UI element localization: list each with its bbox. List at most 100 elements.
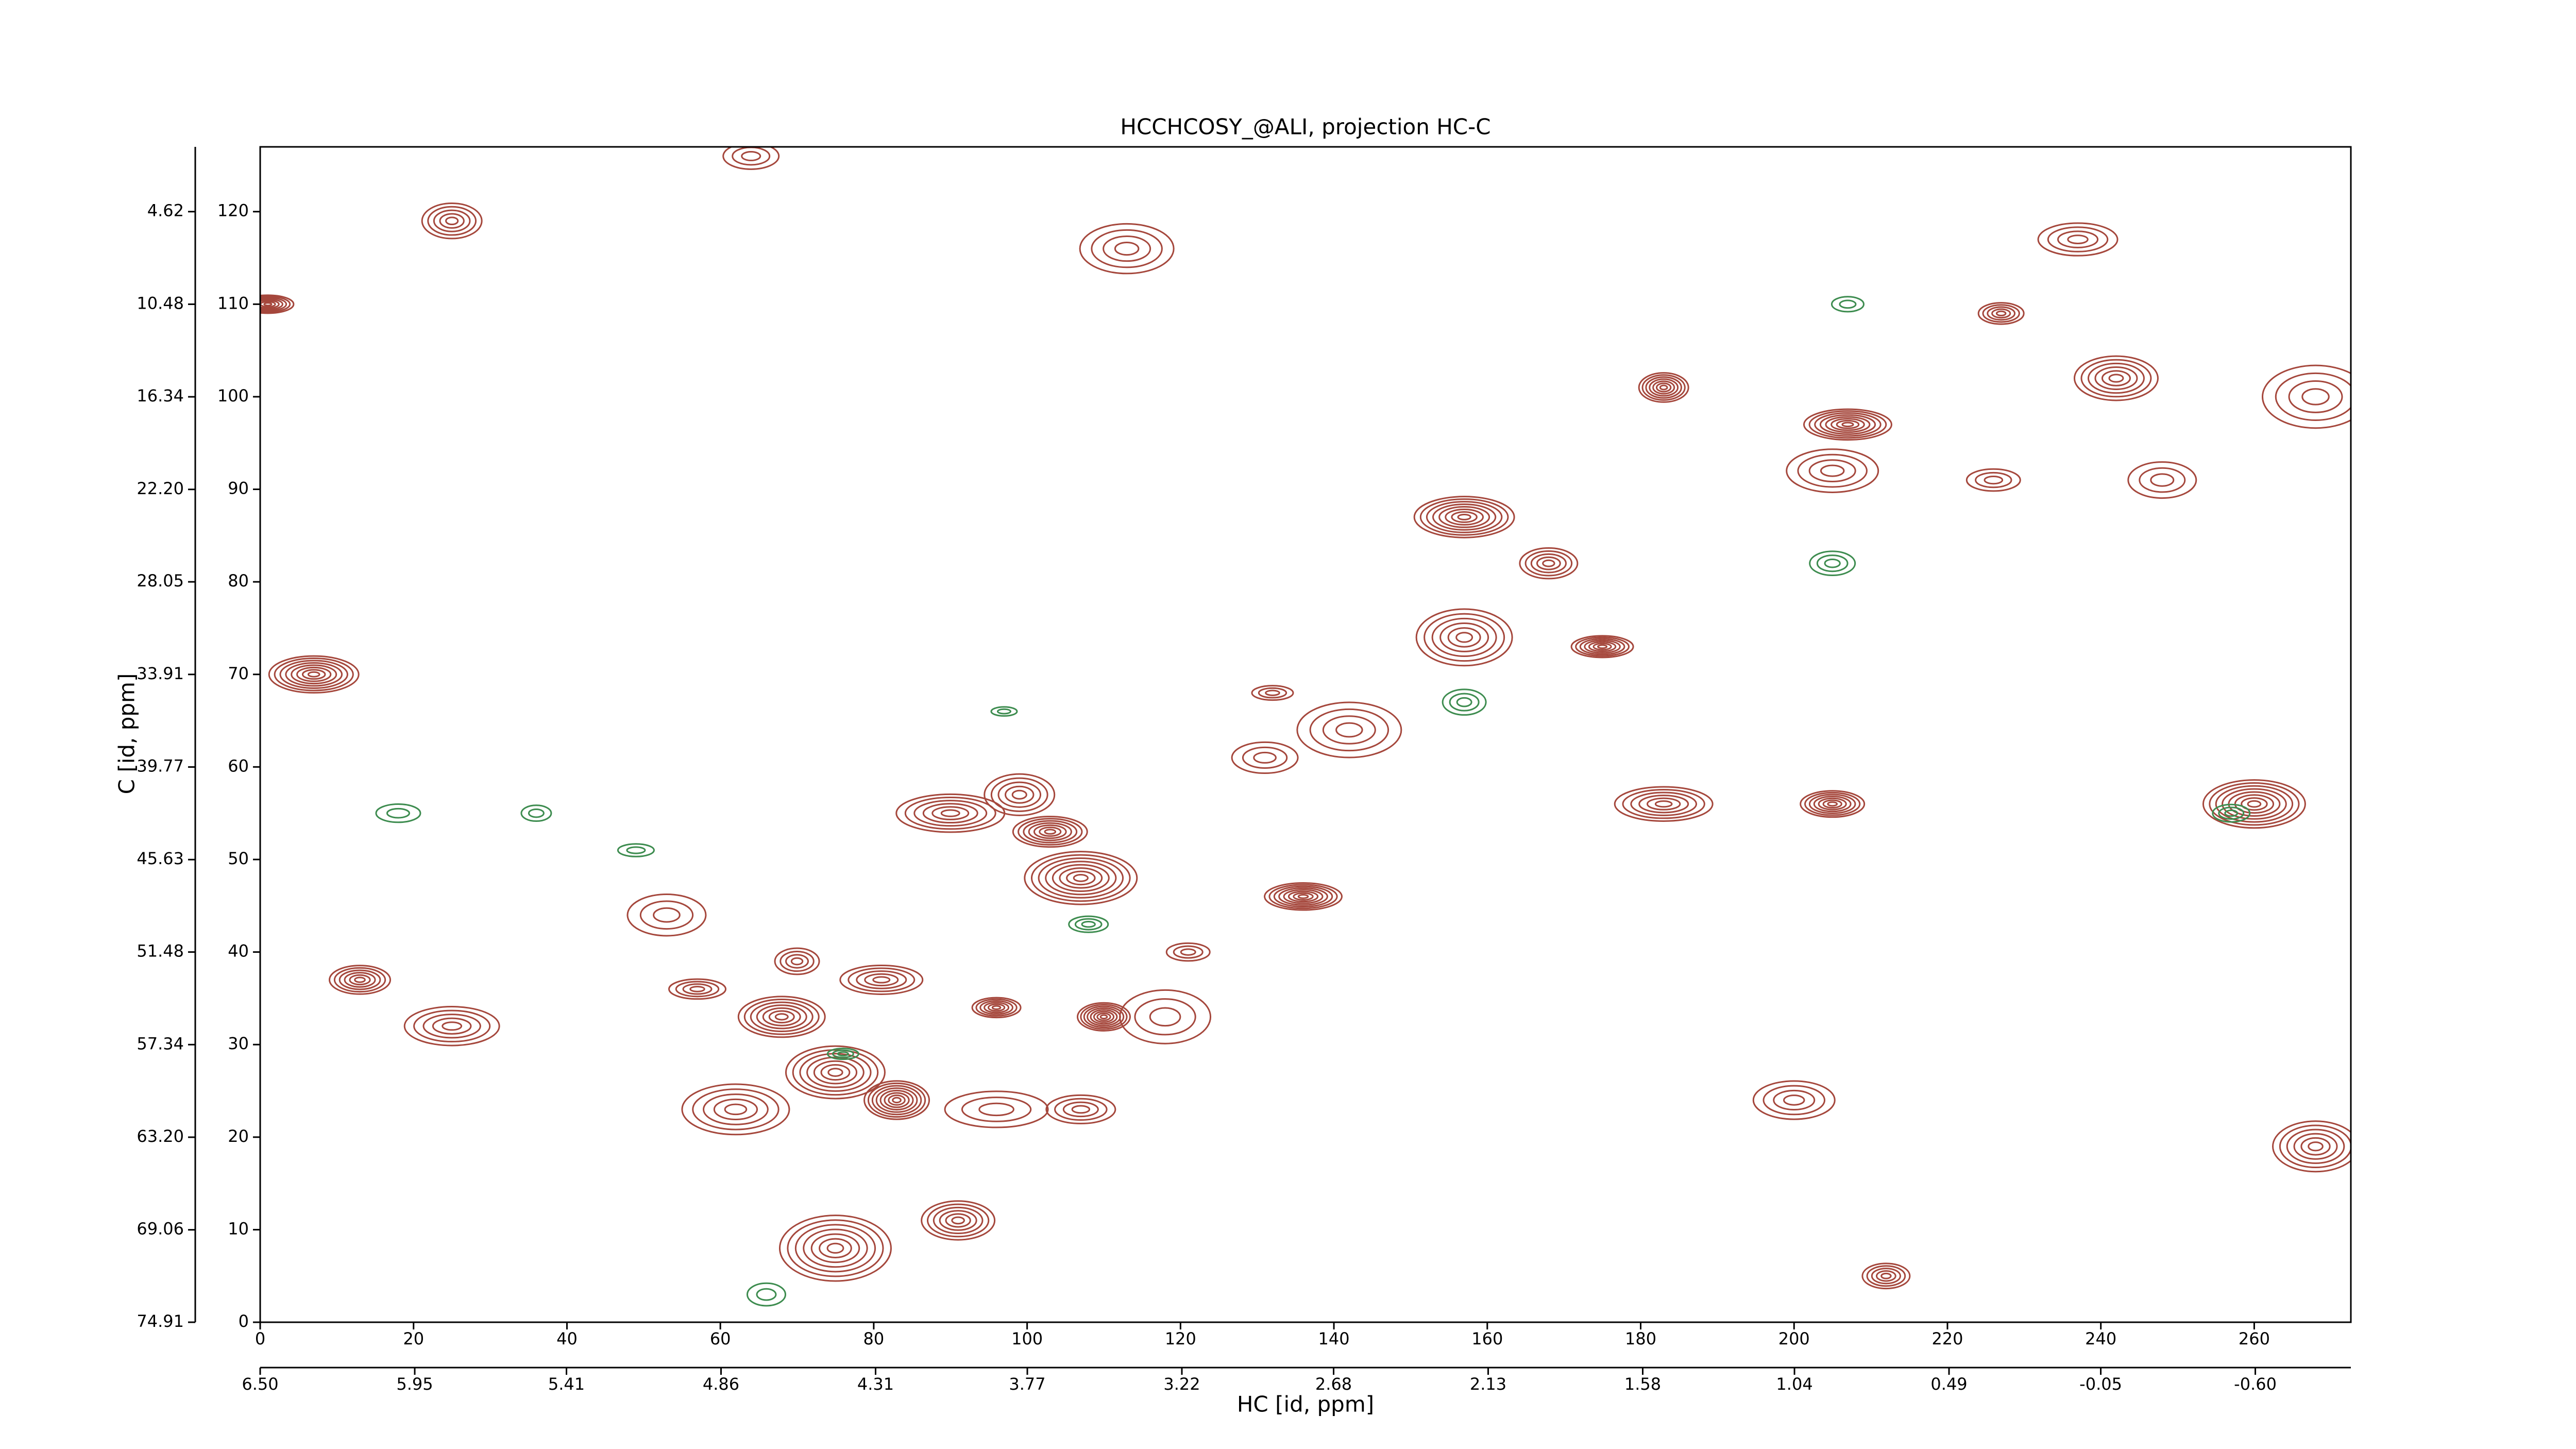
contour-level (1820, 464, 1845, 477)
contour-level (2300, 1137, 2331, 1156)
contour-level (1866, 1265, 1906, 1287)
contour-level (2094, 366, 2138, 390)
peak (1442, 688, 1487, 716)
contour-level (1831, 296, 1865, 313)
contour-level (2215, 785, 2294, 823)
contour-level (913, 800, 988, 827)
peak (1861, 1262, 1911, 1290)
peak (1752, 1080, 1836, 1120)
peak (2037, 222, 2119, 257)
contour-level (945, 1213, 971, 1228)
contour-level (1875, 1270, 1896, 1282)
contour-level (921, 1200, 996, 1241)
contour-level (785, 1045, 886, 1100)
contour-level (951, 1216, 965, 1225)
contour-level (307, 671, 320, 678)
contour-level (1283, 889, 1324, 904)
x-tick-label: 240 (2085, 1329, 2116, 1349)
contour-level (2286, 1128, 2345, 1164)
peak (746, 1282, 786, 1307)
contour-level (1073, 873, 1089, 882)
x2-tick-label: 1.58 (1624, 1374, 1661, 1394)
contour-level (422, 1014, 481, 1039)
contour-level (1827, 801, 1838, 807)
x-tick-label: 20 (403, 1329, 424, 1349)
contour-level (799, 1053, 872, 1092)
contour-level (682, 983, 713, 995)
contour-level (1293, 892, 1314, 901)
contour-level (2272, 1120, 2351, 1173)
contour-level (996, 708, 1011, 715)
peak (1076, 1002, 1131, 1032)
y-tick-label: 20 (228, 1126, 249, 1146)
peak (1786, 448, 1879, 493)
contour-level (1287, 890, 1319, 903)
contour-level (743, 998, 820, 1035)
contour-level (1455, 632, 1473, 643)
x2-tick-label: 6.50 (242, 1374, 278, 1394)
contour-level (2139, 467, 2186, 493)
contour-level (375, 803, 421, 823)
contour-level (1062, 1101, 1099, 1118)
contour-level (1519, 547, 1579, 580)
x-tick-label: 220 (1931, 1329, 1963, 1349)
contour-level (827, 1068, 843, 1077)
peak (1024, 851, 1138, 905)
y2-tick-label: 63.20 (137, 1126, 184, 1146)
y2-tick-label: 57.34 (137, 1034, 184, 1053)
contour-level (2247, 800, 2262, 808)
contour-level (1451, 511, 1478, 523)
contour-level (737, 996, 826, 1038)
peak (1012, 816, 1088, 848)
contour-level (1074, 918, 1103, 931)
contour-level (2108, 374, 2124, 383)
contour-level (279, 660, 348, 689)
contour-level (1597, 644, 1608, 649)
contour-level (260, 297, 287, 312)
y-tick-label: 90 (228, 479, 249, 498)
contour-level (1456, 697, 1472, 707)
contour-level (785, 954, 809, 969)
x2-tick-label: 4.86 (703, 1374, 739, 1394)
x2-tick-label: 3.22 (1163, 1374, 1200, 1394)
contour-level (2262, 364, 2351, 429)
contour-level (1841, 422, 1854, 428)
contour-level (1083, 1005, 1125, 1029)
contour-level (1090, 1009, 1118, 1025)
contour-level (1652, 380, 1675, 395)
contour-level (1654, 800, 1673, 808)
contour-level (1861, 1262, 1911, 1290)
contour-level (1871, 1268, 1901, 1285)
contour-level (1800, 790, 1866, 818)
contour-level (1426, 501, 1503, 533)
contour-level (1987, 306, 2016, 321)
contour-level (1808, 794, 1856, 814)
contour-level (1242, 746, 1288, 769)
contour-level (1995, 310, 2007, 316)
contour-level (442, 1021, 463, 1031)
contour-level (1786, 448, 1879, 493)
x2-tick-label: -0.60 (2234, 1374, 2277, 1394)
contour-level (1803, 408, 1892, 441)
peak (1965, 468, 2021, 492)
y2-tick-label: 10.48 (137, 293, 184, 313)
contour-level (2037, 222, 2119, 257)
contour-level (1264, 882, 1343, 911)
peak (863, 1080, 930, 1120)
contour-level (2279, 1124, 2351, 1169)
peak (668, 978, 727, 1000)
peak (895, 793, 1006, 833)
contour-level (703, 1093, 769, 1125)
peak (617, 843, 655, 857)
contour-level (1423, 613, 1505, 662)
contour-level (1991, 308, 2011, 319)
contour-level (1335, 722, 1363, 738)
contour-level (1052, 864, 1110, 892)
contour-level (1445, 509, 1484, 526)
contour-level (427, 206, 477, 236)
y-tick-label: 120 (217, 201, 249, 221)
contour-level (1622, 788, 1705, 819)
contour-level (794, 1224, 876, 1273)
y2-tick-label: 22.20 (137, 479, 184, 498)
contour-level (790, 957, 804, 966)
